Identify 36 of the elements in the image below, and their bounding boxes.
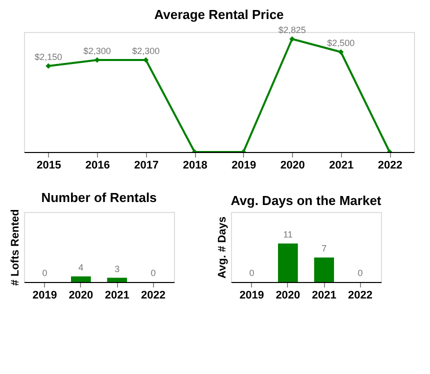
data-label: 0 (42, 268, 48, 278)
data-label: $2,300 (83, 46, 111, 56)
data-label: $2,500 (327, 38, 355, 48)
data-label: 4 (78, 262, 84, 272)
y-axis-title: Avg. # Days (216, 216, 228, 278)
chart-title: Average Rental Price (154, 7, 284, 22)
data-label: 0 (150, 268, 156, 278)
data-label: 0 (249, 268, 254, 278)
x-tick-label: 2021 (312, 290, 336, 302)
data-label: 0 (358, 268, 363, 278)
chart-title: Avg. Days on the Market (230, 193, 382, 208)
data-label: 3 (114, 264, 120, 274)
x-tick-label: 2022 (348, 290, 372, 302)
x-tick-label: 2019 (232, 160, 256, 172)
data-label: 11 (283, 230, 293, 240)
point (289, 36, 295, 42)
point (338, 49, 344, 55)
x-tick-label: 2017 (134, 160, 159, 172)
data-label: $2,150 (34, 52, 62, 62)
x-tick-label: 2020 (276, 290, 300, 302)
data-label: $2,825 (278, 25, 306, 35)
x-tick-label: 2020 (280, 160, 305, 172)
x-tick-label: 2016 (85, 160, 110, 172)
x-tick-label: 2022 (378, 160, 402, 172)
y-axis-title: # Lofts Rented (10, 209, 22, 286)
x-tick-label: 2018 (182, 160, 208, 172)
data-label: $2,300 (132, 46, 160, 56)
x-tick-label: 2020 (68, 290, 94, 302)
chart-title: Number of Rentals (41, 190, 157, 205)
x-tick-label: 2021 (104, 290, 130, 302)
x-tick-label: 2015 (36, 160, 62, 172)
x-tick-label: 2021 (329, 160, 354, 172)
x-tick-label: 2022 (140, 290, 166, 302)
x-tick-label: 2019 (240, 290, 264, 302)
data-label: 7 (322, 244, 327, 254)
x-tick-label: 2019 (32, 290, 58, 302)
